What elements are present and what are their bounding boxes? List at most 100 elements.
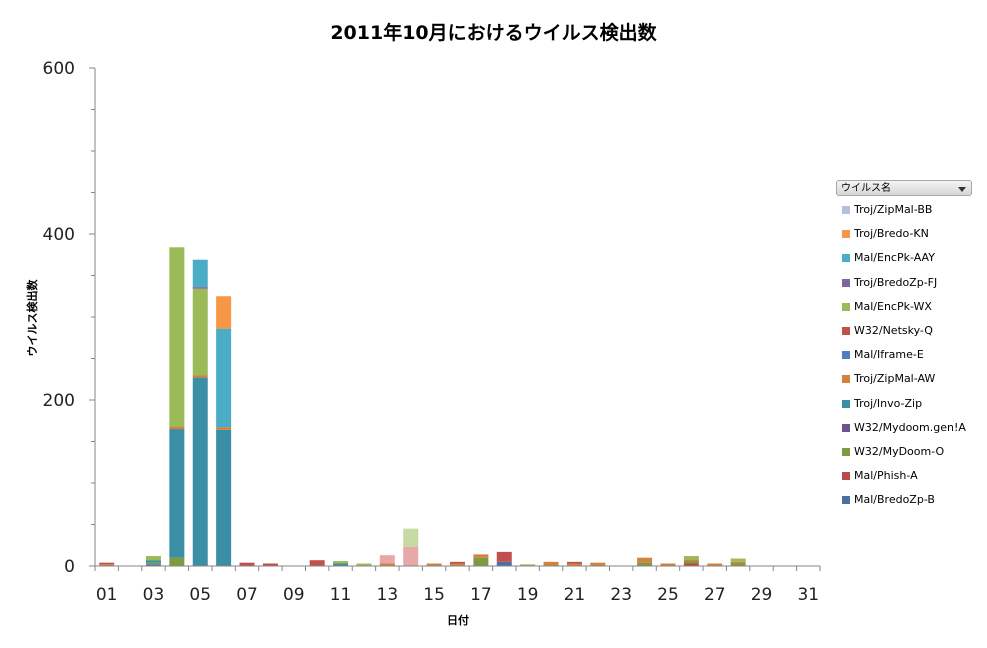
bar-segment-troj-zipmal-aw-01[interactable] <box>99 564 115 566</box>
bar-segment-unlabeled-13[interactable] <box>379 555 395 564</box>
bar-segment-w32-mydoom-o-28[interactable] <box>730 563 746 566</box>
bar-segment-mal-encpk-wx-26[interactable] <box>683 556 699 560</box>
bar-segment-mal-phish-a-26[interactable] <box>683 563 699 566</box>
legend-swatch <box>842 302 850 311</box>
legend-label: Troj/BredoZp-FJ <box>854 275 938 289</box>
bar-segment-w32-netsky-q-21[interactable] <box>566 561 582 564</box>
bar-segment-w32-netsky-q-01[interactable] <box>99 562 115 565</box>
bar-segment-troj-zipmal-aw-06[interactable] <box>216 427 232 430</box>
y-axis-title: ウイルス検出数 <box>25 279 39 357</box>
bar-segment-troj-invo-zip-04[interactable] <box>169 429 185 558</box>
bar-segment-mal-encpk-wx-05[interactable] <box>192 288 208 376</box>
x-tick-label: 11 <box>330 585 352 605</box>
bar-segment-troj-invo-zip-05[interactable] <box>192 377 208 566</box>
x-tick-label: 03 <box>143 585 165 605</box>
legend-swatch <box>842 326 850 335</box>
bar-segment-mal-bredozp-b-18[interactable] <box>496 561 512 566</box>
x-axis-title: 日付 <box>447 613 469 627</box>
x-tick-label: 25 <box>657 585 679 605</box>
x-tick-label: 15 <box>423 585 445 605</box>
bar-segment-mal-encpk-wx-28[interactable] <box>730 558 746 562</box>
bar-segment-troj-zipmal-aw-05[interactable] <box>192 375 208 378</box>
bar-segment-mal-encpk-wx-11[interactable] <box>333 561 349 564</box>
legend-filter-dropdown[interactable]: ウイルス名 <box>836 180 972 196</box>
bar-segment-troj-zipmal-aw-25[interactable] <box>660 563 676 566</box>
legend-label: Mal/Phish-A <box>854 469 918 483</box>
bar-segment-troj-zipmal-aw-21[interactable] <box>566 563 582 566</box>
bar-segment-unlabeled-14[interactable] <box>403 528 419 547</box>
legend-label: Mal/EncPk-AAY <box>854 251 935 265</box>
x-tick-label: 29 <box>751 585 773 605</box>
legend-label: Mal/Iframe-E <box>854 348 924 362</box>
bar-segment-w32-netsky-q-18[interactable] <box>496 551 512 562</box>
legend-swatch <box>842 496 850 505</box>
x-tick-label: 09 <box>283 585 305 605</box>
bar-segment-troj-zipmal-aw-24[interactable] <box>637 557 653 563</box>
legend-label: Troj/ZipMal-BB <box>854 203 933 216</box>
x-tick-label: 23 <box>610 585 632 605</box>
legend-label: Mal/EncPk-WX <box>854 299 932 313</box>
legend-swatch <box>842 254 850 263</box>
bar-segment-troj-zipmal-aw-22[interactable] <box>590 562 606 566</box>
bar-segment-troj-zipmal-aw-17[interactable] <box>473 554 489 558</box>
bar-segment-mal-encpk-wx-03[interactable] <box>145 556 161 561</box>
bar-segment-mal-encpk-aay-06[interactable] <box>216 328 232 428</box>
legend-swatch <box>842 206 850 214</box>
bar-segment-w32-netsky-q-07[interactable] <box>239 562 255 566</box>
legend-label: Mal/BredoZp-B <box>854 493 935 507</box>
bar-segment-w32-mydoom-o-03[interactable] <box>145 562 161 565</box>
legend-swatch <box>842 230 850 239</box>
bar-segment-troj-invo-zip-03[interactable] <box>145 560 161 563</box>
y-tick-label: 200 <box>43 391 75 411</box>
dropdown-arrow-icon[interactable] <box>958 187 966 192</box>
bar-segment-w32-netsky-q-08[interactable] <box>262 563 278 566</box>
x-tick-label: 17 <box>470 585 492 605</box>
bar-segment-w32-mydoom-o-24[interactable] <box>637 562 653 566</box>
legend-swatch <box>842 423 850 432</box>
bar-segment-mal-encpk-wx-19[interactable] <box>520 564 536 566</box>
bar-segment-w32-mydoom-o-26[interactable] <box>683 561 699 564</box>
legend-swatch <box>842 375 850 384</box>
x-tick-label: 13 <box>377 585 399 605</box>
bar-segment-w32-netsky-q-10[interactable] <box>309 560 325 566</box>
bar-segment-w32-netsky-q-16[interactable] <box>450 561 465 564</box>
y-tick-label: 400 <box>43 225 75 245</box>
legend-swatch <box>842 447 850 456</box>
x-tick-label: 31 <box>797 585 819 605</box>
bar-segment-troj-zipmal-aw-15[interactable] <box>426 563 442 566</box>
legend-swatch <box>842 472 850 481</box>
legend-swatch <box>842 351 850 360</box>
y-tick-label: 0 <box>64 557 75 577</box>
bar-segment-troj-zipmal-aw-26[interactable] <box>683 559 699 562</box>
bar-segment-mal-encpk-wx-04[interactable] <box>169 247 185 427</box>
legend-label: W32/MyDoom-O <box>854 444 945 458</box>
bar-segment-troj-zipmal-aw-28[interactable] <box>730 561 746 564</box>
bar-segment-mal-bredozp-b-03[interactable] <box>145 564 161 566</box>
bar-segment-w32-mydoom-o-17[interactable] <box>473 557 489 566</box>
bar-segment-troj-invo-zip-11[interactable] <box>333 563 349 566</box>
y-tick-label: 600 <box>43 59 75 79</box>
x-tick-label: 19 <box>517 585 539 605</box>
bar-segment-troj-invo-zip-06[interactable] <box>216 429 232 566</box>
bar-segment-troj-zipmal-aw-04[interactable] <box>169 426 185 430</box>
legend-label: Troj/Bredo-KN <box>854 227 929 241</box>
bar-segment-troj-bredo-kn-06[interactable] <box>216 296 232 329</box>
legend-label: Troj/Invo-Zip <box>854 396 923 410</box>
axes-layer: 0 200 400 600 01 03 05 07 09 11 13 15 17 19 21 23 25 27 29… <box>43 59 821 605</box>
legend-filter-label: ウイルス名 <box>841 183 891 194</box>
legend-label: W32/Mydoom.gen!A <box>854 420 966 434</box>
bar-segment-mal-encpk-wx-12[interactable] <box>356 563 372 566</box>
legend-swatch <box>842 278 850 287</box>
legend-label: Troj/ZipMal-AW <box>854 372 936 386</box>
bar-segment-w32-mydoom-o-04[interactable] <box>169 557 185 566</box>
bar-segment-mal-encpk-aay-05[interactable] <box>192 259 208 288</box>
bar-segment-troj-zipmal-aw-20[interactable] <box>543 561 559 566</box>
bar-segment-unlabeled-14[interactable] <box>403 546 419 566</box>
x-tick-label: 27 <box>704 585 726 605</box>
bar-segment-troj-bredozp-fj-05[interactable] <box>192 287 208 289</box>
bar-segment-troj-zipmal-aw-13[interactable] <box>379 563 395 566</box>
bar-segment-troj-zipmal-aw-16[interactable] <box>450 563 465 566</box>
bar-segment-troj-zipmal-aw-27[interactable] <box>707 563 723 566</box>
chart-title: 2011年10月におけるウイルス検出数 <box>330 22 657 44</box>
